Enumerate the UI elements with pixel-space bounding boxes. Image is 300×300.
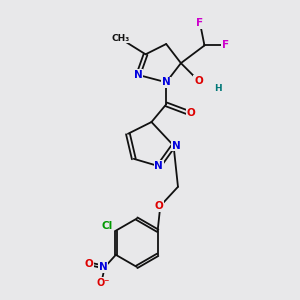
Text: Cl: Cl — [101, 221, 112, 231]
Text: N: N — [99, 262, 108, 272]
Text: F: F — [196, 18, 204, 28]
Text: O⁻: O⁻ — [97, 278, 110, 288]
Text: O: O — [194, 76, 203, 86]
Text: N: N — [154, 161, 163, 171]
Text: N: N — [172, 141, 181, 151]
Text: O: O — [154, 201, 163, 211]
Text: N: N — [162, 77, 171, 87]
Text: CH₃: CH₃ — [111, 34, 130, 43]
Text: O: O — [187, 108, 196, 118]
Text: H: H — [214, 84, 221, 93]
Text: F: F — [221, 40, 229, 50]
Text: O: O — [84, 259, 93, 269]
Text: N: N — [134, 70, 142, 80]
